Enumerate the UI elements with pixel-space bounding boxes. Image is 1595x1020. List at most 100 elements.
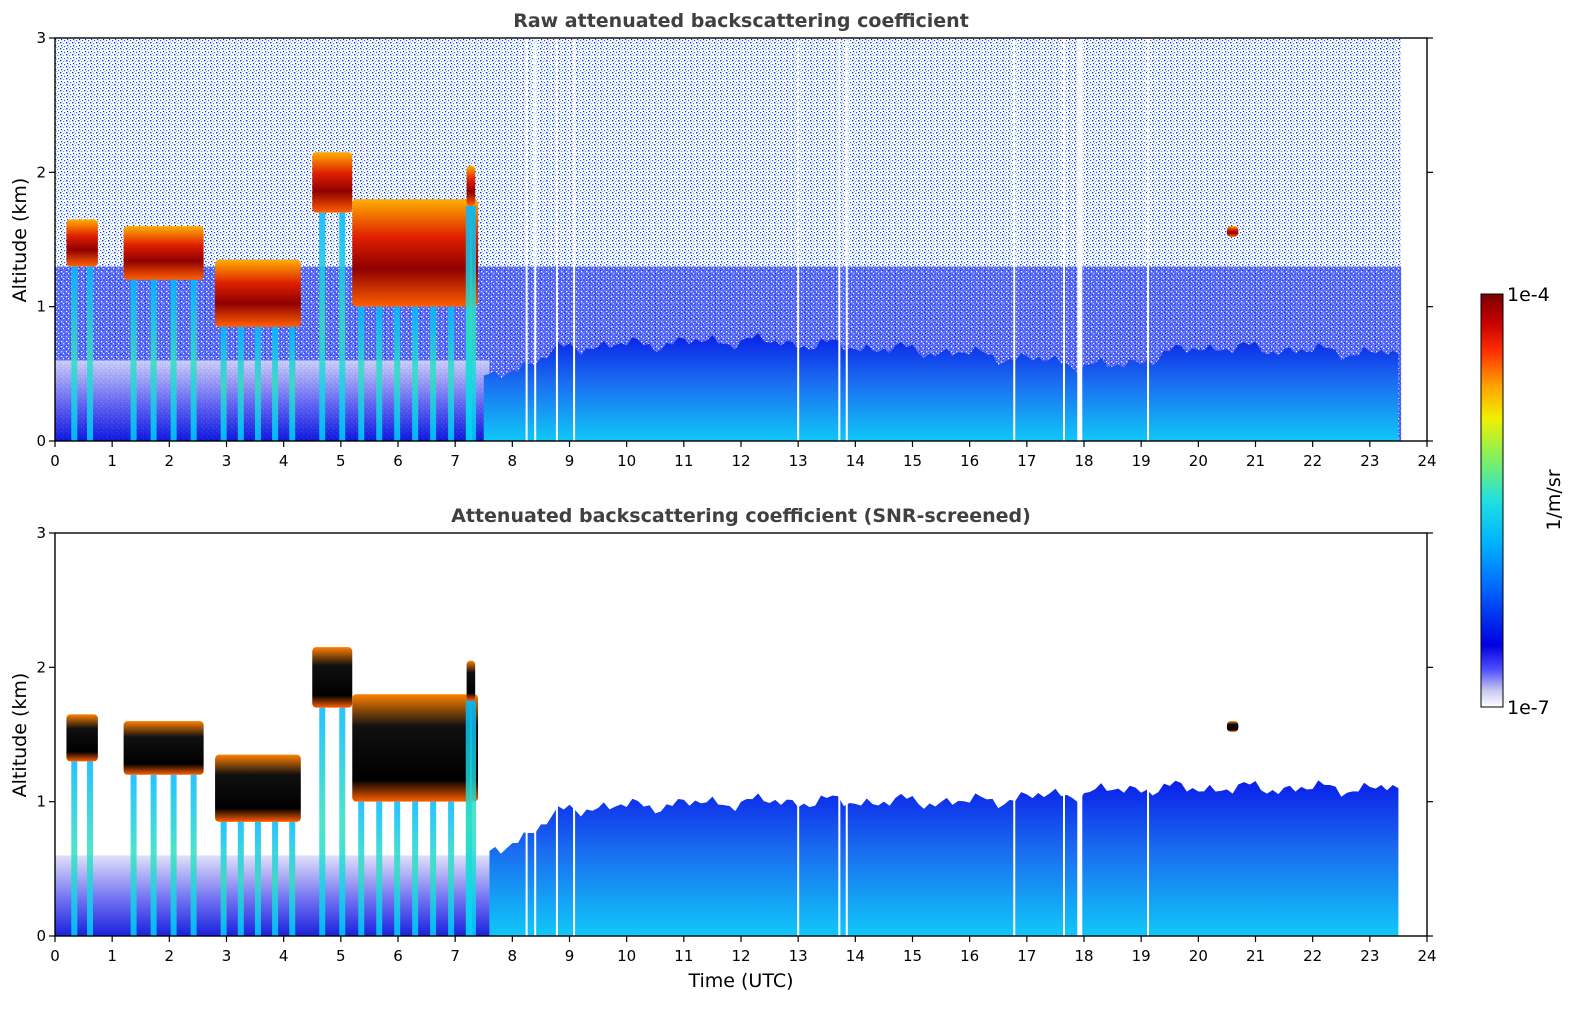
x-tick-label: 22 (1303, 947, 1322, 965)
precip-shaft (412, 306, 419, 441)
x-tick-label: 23 (1360, 452, 1379, 470)
precip-shaft (448, 306, 455, 441)
panel-raw-x-axis: 0 1 2 3 4 5 6 7 8 9 10 11 12 13 14 15 16 17 18 19 20 21 22 23 24 (50, 441, 1437, 470)
precip-shaft (339, 212, 346, 441)
panel-screened-y-axis: 0 1 2 3 (36, 524, 1433, 945)
precip-shaft (470, 700, 477, 936)
x-tick-label: 15 (903, 947, 922, 965)
precip-shaft (465, 205, 472, 441)
data-gap (1147, 533, 1150, 936)
precip-shaft (319, 707, 326, 936)
x-tick-label: 1 (107, 452, 117, 470)
panel-screened-x-axis: 0 1 2 3 4 5 6 7 8 9 10 11 12 13 14 15 16 17 18 19 20 21 22 23 24 (50, 936, 1437, 965)
precip-shaft (190, 774, 197, 936)
x-tick-label: 13 (789, 947, 808, 965)
precip-shaft (289, 326, 296, 441)
cloud-layer (66, 219, 98, 267)
precip-shaft (430, 801, 437, 936)
data-gap (845, 533, 848, 936)
data-gap (1013, 38, 1016, 441)
x-tick-label: 11 (674, 947, 693, 965)
precip-shaft (412, 801, 419, 936)
precip-shaft (87, 761, 94, 936)
boundary-layer (489, 780, 1399, 936)
cloud-layer (1226, 226, 1239, 237)
data-gap (845, 38, 848, 441)
precip-shaft (87, 266, 94, 441)
data-gap (525, 533, 528, 936)
x-tick-label: 2 (165, 947, 175, 965)
data-gap (1062, 38, 1065, 441)
precip-shaft (254, 326, 261, 441)
panel-screened-x-label: Time (UTC) (687, 970, 793, 992)
x-tick-label: 12 (731, 947, 750, 965)
data-gap (838, 38, 841, 441)
precip-shaft (71, 266, 78, 441)
data-gap (534, 38, 537, 441)
data-gap (1062, 533, 1065, 936)
x-tick-label: 18 (1074, 452, 1093, 470)
panel-raw-title: Raw attenuated backscattering coefficien… (513, 10, 969, 32)
cloud-layer (215, 754, 301, 822)
boundary-layer (483, 332, 1399, 441)
precip-shaft (71, 761, 78, 936)
x-tick-label: 24 (1417, 947, 1436, 965)
precip-shaft (150, 774, 157, 936)
colorbar-max-label: 1e-4 (1507, 284, 1550, 306)
x-tick-label: 15 (903, 452, 922, 470)
cloud-layer (312, 647, 353, 708)
x-tick-label: 8 (508, 947, 518, 965)
y-tick-label: 3 (36, 524, 46, 542)
x-tick-label: 0 (50, 947, 60, 965)
precip-shaft (130, 774, 137, 936)
cloud-layer (352, 199, 479, 307)
x-tick-label: 11 (674, 452, 693, 470)
panel-raw-y-axis: 0 1 2 3 (36, 29, 1433, 450)
cloud-layer (312, 152, 353, 213)
y-tick-label: 3 (36, 29, 46, 47)
precip-shaft (448, 801, 455, 936)
x-tick-label: 16 (960, 452, 979, 470)
data-gap (1013, 533, 1016, 936)
cloud-layer (352, 694, 479, 802)
precip-shaft (376, 801, 383, 936)
data-gap (797, 38, 800, 441)
data-gap (838, 533, 841, 936)
x-tick-label: 6 (393, 452, 403, 470)
data-gap (1147, 38, 1150, 441)
y-tick-label: 2 (36, 658, 46, 676)
precip-shaft (470, 205, 477, 441)
colorbar-min-label: 1e-7 (1507, 697, 1550, 719)
panel-raw-y-label: Altitude (km) (9, 178, 31, 303)
x-tick-label: 8 (508, 452, 518, 470)
panel-screened-heatmap (55, 533, 1427, 936)
x-tick-label: 21 (1246, 452, 1265, 470)
x-tick-label: 12 (731, 452, 750, 470)
x-tick-label: 14 (846, 947, 865, 965)
x-tick-label: 19 (1132, 947, 1151, 965)
panel-raw: Raw attenuated backscattering coefficien… (9, 10, 1437, 470)
data-gap (555, 38, 558, 441)
precip-shaft (220, 326, 227, 441)
panel-screened-y-label: Altitude (km) (9, 673, 31, 798)
x-tick-label: 17 (1017, 452, 1036, 470)
cloud-layer (123, 226, 204, 280)
panel-raw-heatmap (55, 38, 1427, 441)
data-gap (1077, 38, 1083, 441)
cloud-layer (466, 660, 476, 701)
precip-shaft (376, 306, 383, 441)
precip-shaft (272, 821, 279, 936)
no-data-region (1401, 533, 1427, 936)
x-tick-label: 7 (450, 452, 460, 470)
x-tick-label: 22 (1303, 452, 1322, 470)
panel-screened-title: Attenuated backscattering coefficient (S… (451, 505, 1031, 527)
x-tick-label: 17 (1017, 947, 1036, 965)
x-tick-label: 5 (336, 947, 346, 965)
precip-shaft (394, 306, 401, 441)
cloud-layer (1226, 721, 1239, 732)
cloud-layer (215, 259, 301, 327)
x-tick-label: 23 (1360, 947, 1379, 965)
x-tick-label: 20 (1189, 452, 1208, 470)
data-gap (525, 38, 528, 441)
